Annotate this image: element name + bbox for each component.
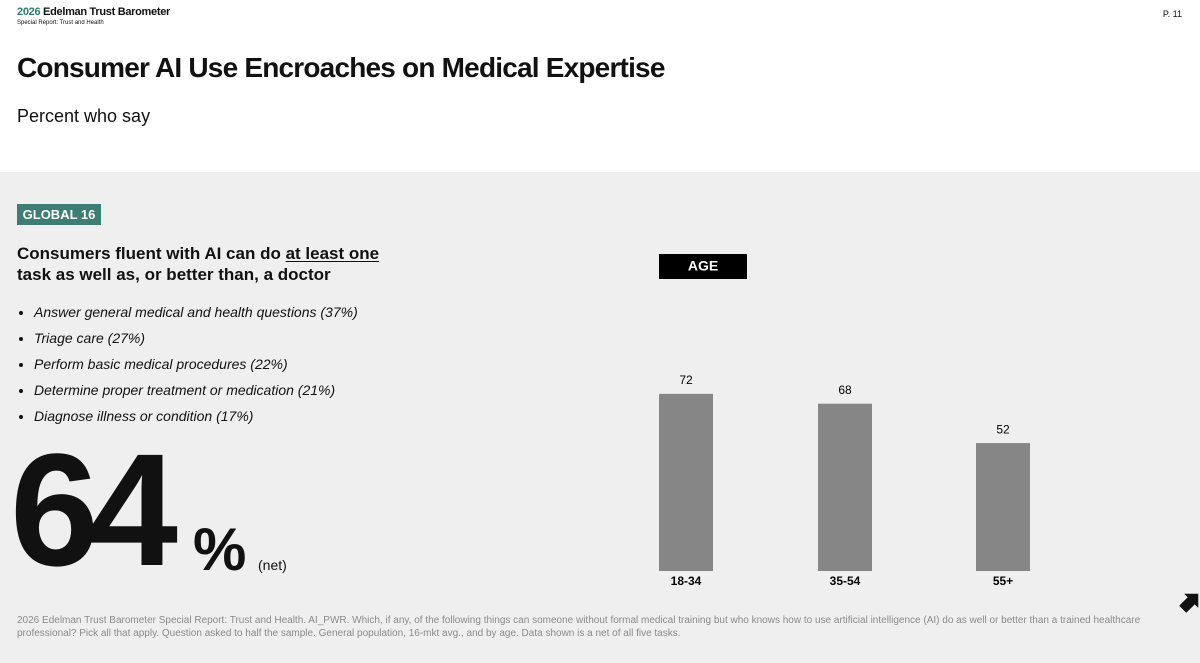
panel [0, 172, 1200, 663]
task: Perform basic medical procedures (22%) [34, 351, 358, 377]
next-arrow[interactable] [1176, 587, 1200, 617]
report-name: Special Report: Trust and Health [17, 20, 104, 26]
headline-emphasis: at least one [285, 244, 380, 263]
bar [659, 393, 713, 571]
x-tick-label: 55+ [993, 574, 1013, 588]
task: Answer general medical and health questi… [34, 299, 358, 325]
task-list: Answer general medical and health questi… [17, 299, 358, 429]
task: Diagnose illness or condition (17%) [34, 403, 358, 429]
headline-text: task as well as, or better than, a docto… [17, 265, 331, 284]
task: Triage care (27%) [34, 325, 358, 351]
slide-title: Consumer AI Use Encroaches on Medical Ex… [17, 52, 665, 83]
net-number: 64 [10, 420, 178, 599]
subtitle: Percent who say [17, 106, 151, 126]
bar [818, 403, 872, 571]
headline-text: Consumers fluent with AI can do [17, 244, 286, 263]
chart-title-box [659, 254, 747, 279]
x-tick-label: 18-34 [671, 574, 702, 588]
brand-name: Edelman Trust Barometer [43, 6, 171, 18]
brand-year: 2026 [17, 6, 41, 18]
page-number: P. 11 [1162, 9, 1182, 19]
bar [976, 443, 1030, 571]
value-label: 52 [996, 422, 1010, 436]
brand: 2026 Edelman Trust Barometer [17, 6, 170, 18]
task: Determine proper treatment or medication… [34, 377, 358, 403]
badge: GLOBAL 16 [17, 204, 101, 225]
value-label: 68 [838, 383, 852, 397]
net-note: (net) [258, 557, 287, 573]
headline: Consumers fluent with AI can do at least… [17, 243, 417, 285]
chart-title: AGE [688, 258, 718, 274]
x-tick-label: 35-54 [830, 574, 861, 588]
footnote: 2026 Edelman Trust Barometer Special Rep… [17, 615, 1141, 639]
value-label: 72 [679, 373, 693, 387]
net-unit: % [193, 516, 247, 583]
